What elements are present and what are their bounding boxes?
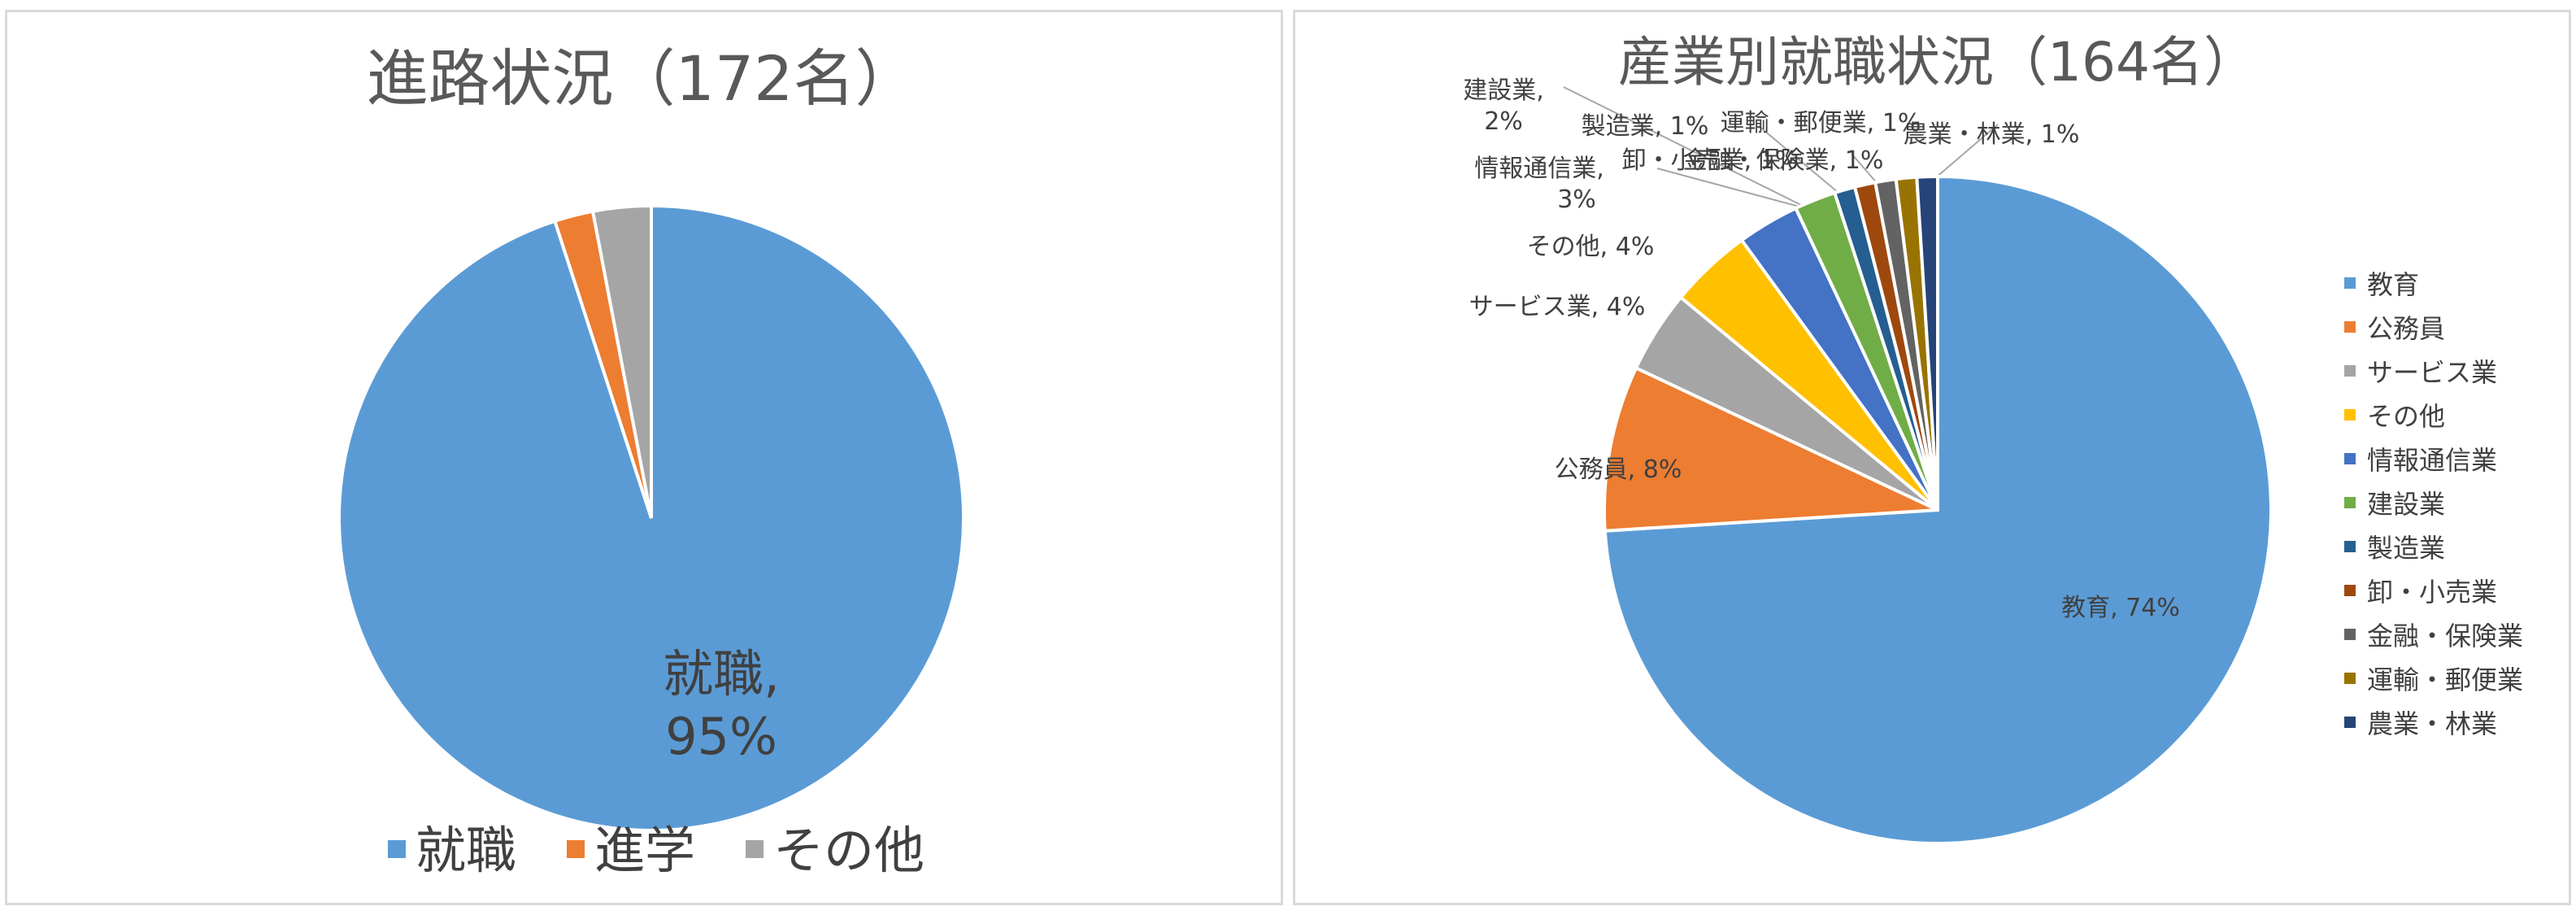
legend-swatch bbox=[2344, 365, 2356, 377]
chart-title: 進路状況（172名） bbox=[366, 42, 916, 115]
leader-line bbox=[1758, 125, 1849, 202]
data-label: その他, 4% bbox=[1527, 233, 1655, 261]
data-label: 2% bbox=[1484, 107, 1523, 136]
legend-swatch bbox=[2344, 409, 2356, 420]
legend-swatch bbox=[388, 840, 406, 858]
legend-entry: 金融・保険業 bbox=[2367, 621, 2523, 651]
data-label: 3% bbox=[1557, 185, 1596, 214]
data-label: 建設業, bbox=[1463, 76, 1544, 105]
legend-swatch bbox=[2344, 541, 2356, 552]
legend-swatch bbox=[2344, 321, 2356, 333]
data-label: 公務員, 8% bbox=[1555, 455, 1682, 484]
data-label: 金融・保険業, 1% bbox=[1683, 146, 1884, 175]
pie-slice-11 bbox=[1915, 174, 1939, 511]
legend-entry: 運輸・郵便業 bbox=[2367, 664, 2523, 695]
legend-entry: その他 bbox=[773, 821, 925, 880]
legend-swatch bbox=[2344, 629, 2356, 640]
pie-slice-2 bbox=[1603, 365, 1939, 533]
leader-line bbox=[1929, 124, 1999, 184]
chart-panel-career: 進路状況（172名） 就職, 95% 就職 進学 その他 bbox=[5, 10, 1283, 905]
legend-entry: 進学 bbox=[594, 821, 695, 880]
legend-swatch bbox=[2344, 277, 2356, 289]
legend-swatch bbox=[2344, 497, 2356, 508]
legend-entry: 公務員 bbox=[2367, 313, 2445, 344]
data-label-name: 就職, bbox=[663, 644, 780, 704]
industry-pie-chart: 産業別就職状況（164名） 教育, 74% 公務員, 8% サービス業, 4% その他… bbox=[1463, 31, 2523, 845]
legend-entry: 教育 bbox=[2367, 269, 2419, 300]
chart-title: 産業別就職状況（164名） bbox=[1618, 31, 2257, 94]
legend-entry: 建設業 bbox=[2367, 489, 2445, 520]
legend-swatch bbox=[2344, 717, 2356, 728]
legend-swatch bbox=[2344, 453, 2356, 464]
legend-entry: 農業・林業 bbox=[2367, 708, 2497, 739]
legend-entry: その他 bbox=[2367, 401, 2445, 432]
data-label-value: 95% bbox=[665, 707, 777, 766]
leader-line bbox=[1563, 86, 1807, 208]
data-label: 農業・林業, 1% bbox=[1904, 120, 2080, 149]
legend-entry: 卸・小売業 bbox=[2367, 577, 2497, 608]
legend-entry: 製造業 bbox=[2367, 533, 2445, 564]
legend-entry: 就職 bbox=[416, 821, 516, 880]
data-label: 運輸・郵便業, 1% bbox=[1721, 109, 1921, 137]
data-label: 情報通信業, bbox=[1474, 155, 1604, 183]
chart-panel-industry: 産業別就職状況（164名） 教育, 74% 公務員, 8% サービス業, 4% その他… bbox=[1293, 10, 2571, 905]
legend-swatch bbox=[746, 840, 764, 858]
pie-slice-3 bbox=[590, 203, 653, 519]
data-label: サービス業, 4% bbox=[1469, 293, 1646, 321]
data-label: 製造業, 1% bbox=[1582, 112, 1709, 141]
data-label: 教育, 74% bbox=[2061, 594, 2180, 622]
legend-entry: 情報通信業 bbox=[2367, 445, 2497, 476]
legend-swatch bbox=[567, 840, 585, 858]
career-pie-chart: 進路状況（172名） 就職, 95% 就職 進学 その他 bbox=[337, 42, 965, 880]
data-label: 卸・小売業, 1% bbox=[1622, 146, 1799, 175]
legend-swatch bbox=[2344, 585, 2356, 596]
legend-entry: サービス業 bbox=[2367, 357, 2497, 388]
legend-swatch bbox=[2344, 673, 2356, 684]
